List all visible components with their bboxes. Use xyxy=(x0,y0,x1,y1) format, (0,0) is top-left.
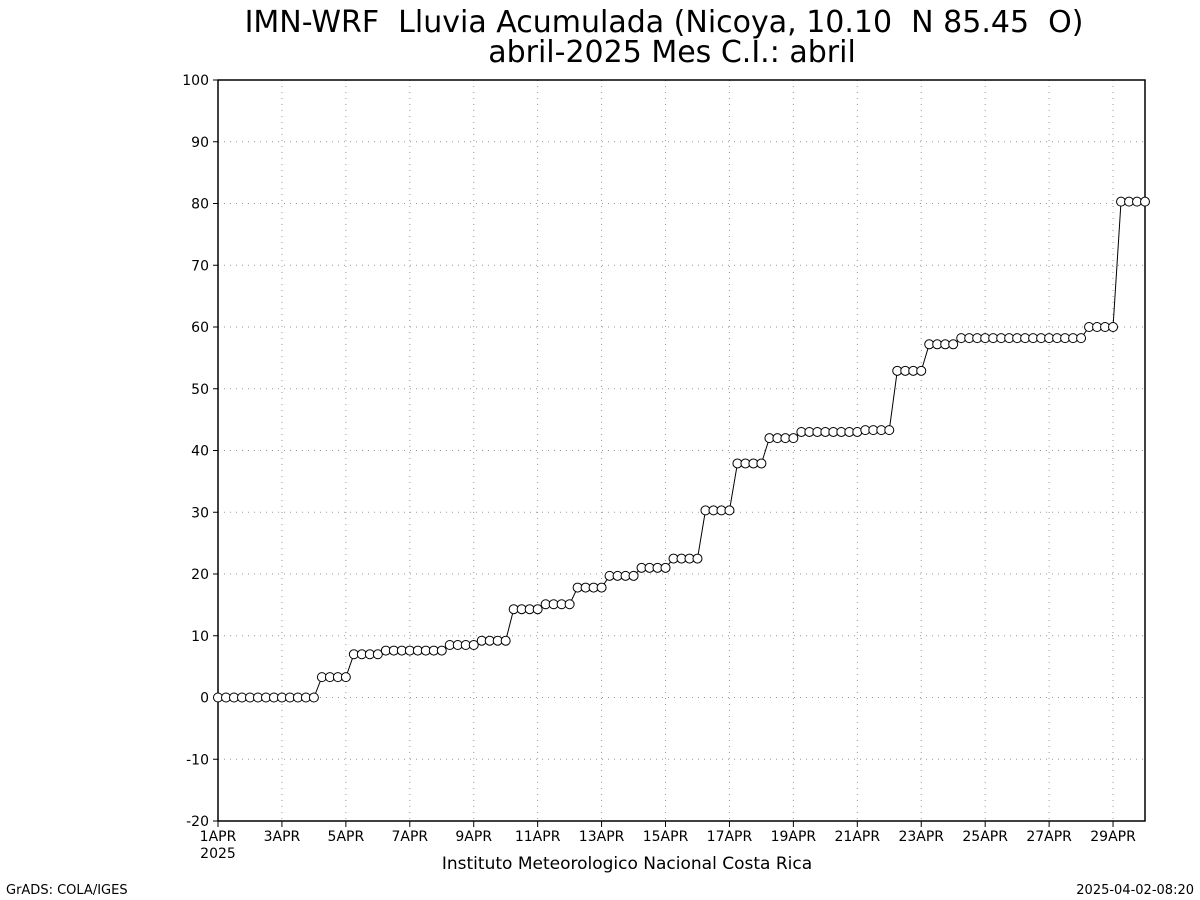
x-year-label: 2025 xyxy=(200,846,236,862)
x-tick-label: 5APR xyxy=(328,829,365,845)
point xyxy=(788,433,799,444)
y-tick-label: 40 xyxy=(191,444,209,460)
y-tick-label: -10 xyxy=(186,752,209,768)
point xyxy=(628,570,639,581)
x-tick-label: 25APR xyxy=(962,829,1008,845)
x-tick-label: 3APR xyxy=(264,829,301,845)
x-tick-label: 1APR xyxy=(200,829,237,845)
point xyxy=(564,599,575,610)
point xyxy=(916,365,927,376)
x-tick-label: 27APR xyxy=(1026,829,1072,845)
point xyxy=(340,672,351,683)
y-tick-label: 60 xyxy=(191,320,209,336)
chart-title: IMN-WRF Lluvia Acumulada (Nicoya, 10.10 … xyxy=(245,5,1084,40)
x-tick-label: 23APR xyxy=(898,829,944,845)
y-tick-label: 30 xyxy=(191,505,209,521)
point xyxy=(1108,322,1119,332)
x-tick-label: 11APR xyxy=(515,829,561,845)
x-tick-label: 21APR xyxy=(835,829,881,845)
point xyxy=(308,692,319,703)
y-tick-label: 20 xyxy=(191,567,209,583)
point xyxy=(596,582,607,593)
point xyxy=(1076,333,1087,344)
x-tick-label: 17APR xyxy=(707,829,753,845)
timestamp: 2025-04-02-08:20 xyxy=(1076,883,1194,898)
point xyxy=(532,604,543,615)
y-tick-label: 10 xyxy=(191,629,209,645)
x-tick-label: 7APR xyxy=(391,829,428,845)
point xyxy=(468,640,479,651)
credit: GrADS: COLA/IGES xyxy=(6,883,128,898)
y-tick-label: 90 xyxy=(191,135,209,151)
x-axis-label: Instituto Meteorologico Nacional Costa R… xyxy=(442,854,812,874)
x-tick-label: 13APR xyxy=(579,829,625,845)
y-tick-label: 70 xyxy=(191,258,209,274)
chart-subtitle: abril-2025 Mes C.I.: abril xyxy=(488,35,856,70)
x-tick-label: 29APR xyxy=(1090,829,1136,845)
x-tick-label: 15APR xyxy=(643,829,689,845)
y-tick-label: -20 xyxy=(186,814,209,830)
x-tick-label: 9APR xyxy=(455,829,492,845)
point xyxy=(660,562,671,573)
y-tick-label: 50 xyxy=(191,382,209,398)
plot-frame xyxy=(217,79,1146,822)
point xyxy=(724,505,735,516)
point xyxy=(884,425,895,436)
point xyxy=(372,649,383,660)
y-tick-label: 80 xyxy=(191,197,209,213)
point xyxy=(436,645,447,656)
point xyxy=(500,635,511,646)
point xyxy=(692,553,703,564)
y-tick-label: 100 xyxy=(182,73,209,89)
point xyxy=(948,339,959,350)
x-tick-label: 19APR xyxy=(771,829,817,845)
point xyxy=(852,426,863,437)
point xyxy=(756,458,767,469)
y-tick-label: 0 xyxy=(200,691,209,707)
point xyxy=(1140,196,1150,207)
